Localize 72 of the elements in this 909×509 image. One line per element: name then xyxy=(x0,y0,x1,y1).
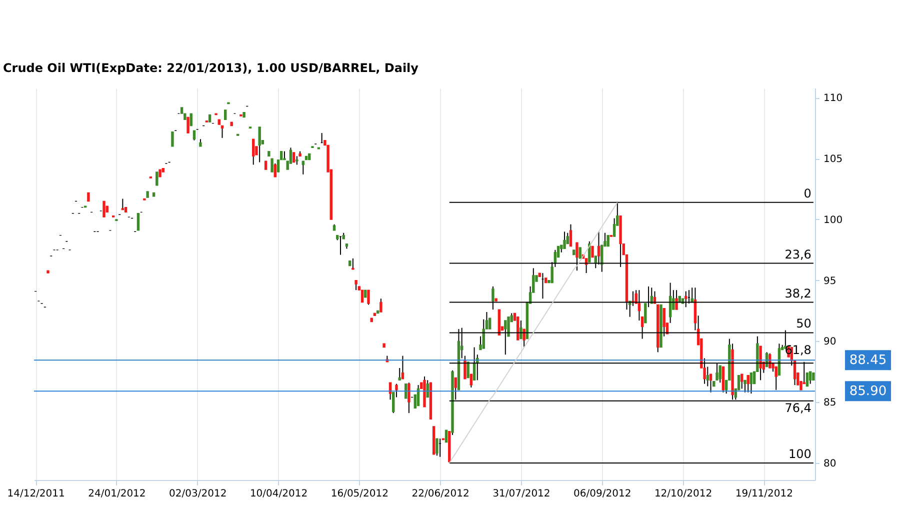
candlestick xyxy=(354,280,358,291)
x-tick-label: 06/09/2012 xyxy=(574,488,632,500)
y-tick-label: 100 xyxy=(824,214,843,226)
candlestick xyxy=(292,152,296,163)
candlestick xyxy=(563,231,566,250)
candlestick xyxy=(606,234,610,247)
candlestick xyxy=(444,430,448,443)
candlestick xyxy=(806,372,809,387)
series-label: 100 xyxy=(788,446,812,461)
candlestick xyxy=(569,224,572,247)
candlestick xyxy=(746,374,750,393)
candlestick xyxy=(470,374,473,388)
y-tick-label: 80 xyxy=(824,458,836,470)
candlestick xyxy=(740,374,744,390)
candlestick xyxy=(252,138,255,166)
candlestick xyxy=(220,125,224,138)
candlestick xyxy=(186,116,190,134)
x-tick-label: 14/12/2011 xyxy=(7,488,65,500)
ref-line-label: 85.90 xyxy=(849,384,887,400)
candlestick xyxy=(121,198,124,210)
candlestick xyxy=(192,130,196,141)
y-tick-label: 110 xyxy=(824,93,843,104)
series-label: 23,6 xyxy=(784,247,812,262)
candlestick xyxy=(274,162,276,178)
candlestick xyxy=(270,158,274,172)
candlestick xyxy=(516,316,520,340)
candlestick xyxy=(744,380,746,393)
series-label: 38,2 xyxy=(784,286,812,300)
x-tick-label: 10/04/2012 xyxy=(250,488,308,500)
candlestick xyxy=(302,160,304,175)
candlestick xyxy=(808,371,812,384)
candlestick xyxy=(644,302,647,324)
candlestick xyxy=(612,218,616,238)
candlestick xyxy=(224,109,227,120)
x-tick-label: 19/11/2012 xyxy=(735,488,793,500)
candlestick xyxy=(774,366,778,390)
y-tick-label: 90 xyxy=(824,336,836,348)
series-label: 0 xyxy=(804,186,812,200)
candlestick xyxy=(722,366,725,393)
candlestick xyxy=(156,172,158,186)
candlestick xyxy=(171,131,174,147)
y-tick-label: 95 xyxy=(824,276,836,287)
ref-line-label: 88.45 xyxy=(849,353,887,368)
candlestick xyxy=(436,438,438,456)
y-tick-label: 85 xyxy=(824,398,836,409)
candlestick xyxy=(408,382,410,414)
series-label: 50 xyxy=(796,316,812,331)
candlestick xyxy=(404,383,408,399)
candlestick xyxy=(401,355,404,380)
x-tick-label: 12/10/2012 xyxy=(654,488,712,500)
candlestick xyxy=(258,126,261,163)
candlestick xyxy=(395,383,398,398)
x-tick-label: 16/05/2012 xyxy=(330,488,388,500)
candlestick xyxy=(507,316,510,337)
candlestick xyxy=(591,246,594,258)
x-tick-label: 24/01/2012 xyxy=(88,488,146,500)
series-label: 76,4 xyxy=(784,400,812,415)
candlestick xyxy=(380,298,382,312)
candlestick xyxy=(136,212,140,231)
candlestick xyxy=(352,258,354,270)
candlestick xyxy=(367,290,370,306)
candlestick xyxy=(190,113,192,126)
x-tick-label: 31/07/2012 xyxy=(492,488,550,500)
chart-title: Crude Oil WTI(ExpDate: 22/01/2013), 1.00 USD/BARREL, Daily xyxy=(3,61,419,75)
line-series xyxy=(448,202,618,464)
candlestick xyxy=(750,372,753,394)
y-tick-label: 105 xyxy=(824,154,843,166)
candlestick xyxy=(102,200,106,218)
candlestick xyxy=(398,368,401,381)
x-tick-label: 22/06/2012 xyxy=(412,488,470,500)
candlestick xyxy=(360,290,364,303)
x-tick-label: 02/03/2012 xyxy=(169,488,227,500)
